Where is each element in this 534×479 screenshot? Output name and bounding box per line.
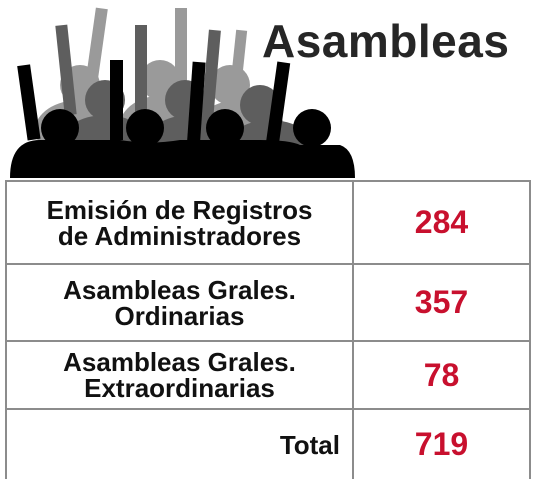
row-label: Asambleas Grales.Extraordinarias (6, 341, 353, 409)
label-line: Total (7, 432, 340, 458)
label-line: Asambleas Grales. (7, 349, 352, 375)
label-line: Emisión de Registros (7, 197, 352, 223)
label-line: de Administradores (7, 223, 352, 249)
row-value: 284 (353, 181, 530, 264)
row-value: 357 (353, 264, 530, 341)
label-line: Extraordinarias (7, 375, 352, 401)
title: Asambleas (262, 14, 509, 68)
table-row: Total 719 (6, 409, 530, 479)
label-line: Ordinarias (7, 303, 352, 329)
row-label: Asambleas Grales.Ordinarias (6, 264, 353, 341)
label-line: Asambleas Grales. (7, 277, 352, 303)
row-value: 719 (353, 409, 530, 479)
page: Asambleas Emisión de Registrosde Adminis… (0, 0, 534, 478)
row-label: Total (6, 409, 353, 479)
row-value: 78 (353, 341, 530, 409)
